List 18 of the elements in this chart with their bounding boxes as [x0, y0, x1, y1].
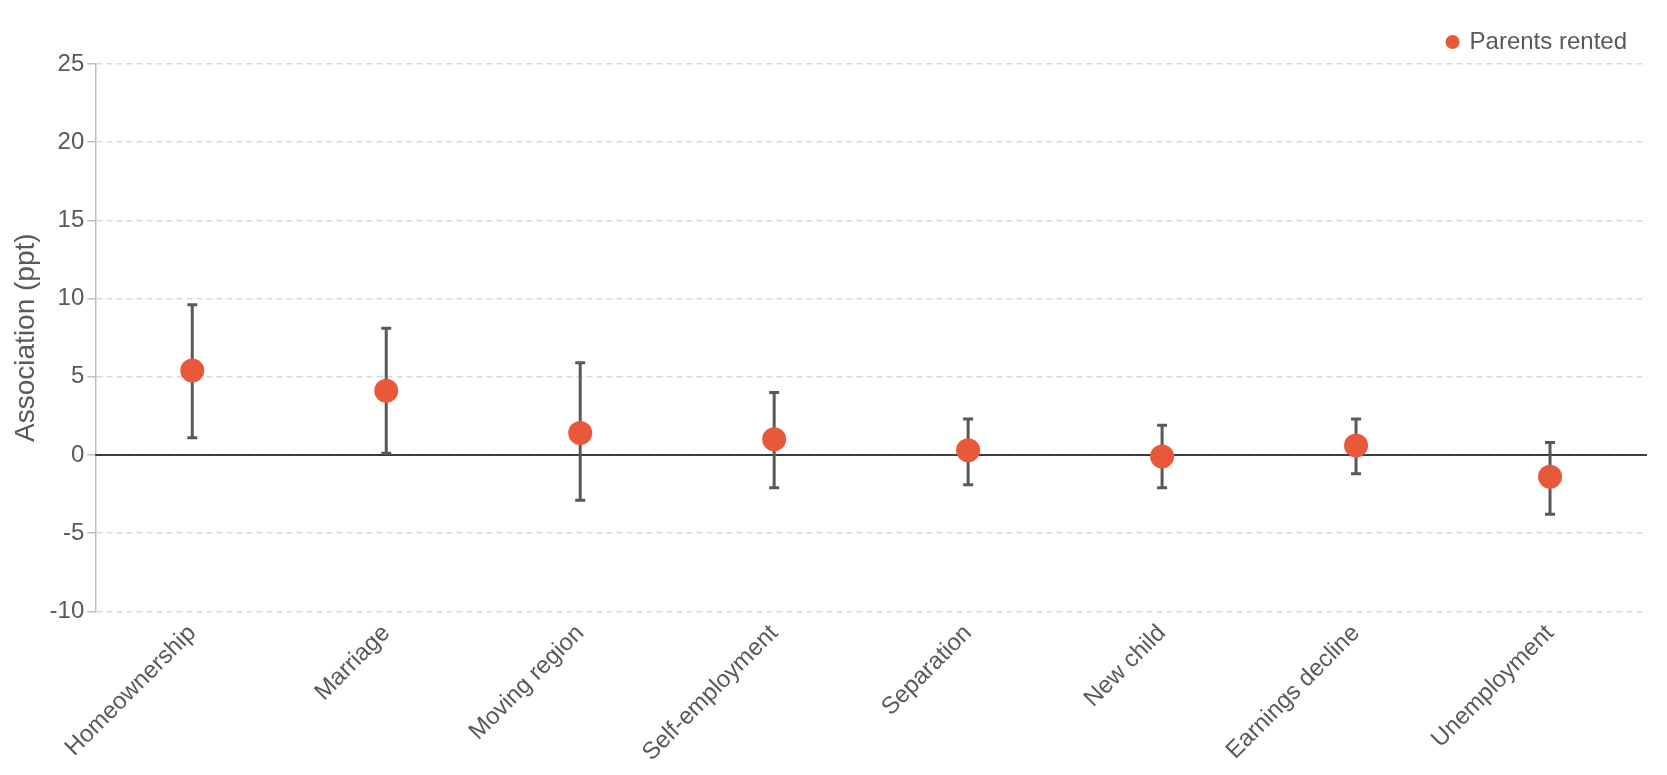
point	[1538, 464, 1563, 489]
y-tick-label: 20	[57, 126, 85, 154]
y-tick-label: 10	[57, 283, 85, 311]
point	[568, 421, 593, 446]
point	[180, 358, 205, 383]
y-tick-label: 5	[70, 361, 85, 389]
point	[1344, 433, 1369, 458]
y-tick-label: -10	[49, 595, 85, 623]
point	[1150, 444, 1175, 469]
point	[374, 378, 399, 403]
y-tick-label: 15	[57, 205, 85, 232]
y-tick-label: 25	[57, 48, 85, 76]
y-tick-label: -5	[62, 517, 85, 545]
y-axis-title: Association (ppt)	[8, 233, 40, 442]
legend-label: Parents rented	[1469, 26, 1628, 54]
y-tick-label: 0	[70, 439, 85, 467]
point	[956, 438, 981, 463]
point	[762, 427, 787, 452]
